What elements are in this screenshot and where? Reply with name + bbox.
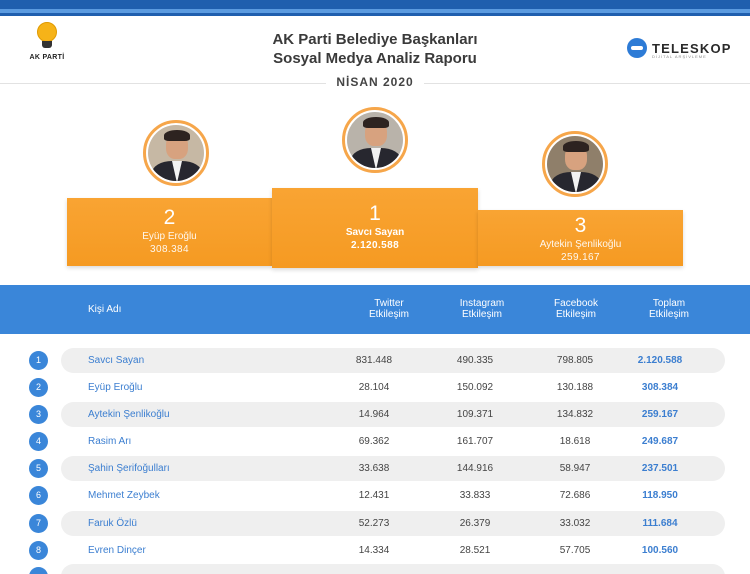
row-total: 2.120.588: [637, 355, 683, 366]
row-total: 259.167: [641, 409, 679, 420]
row-name: Aytekin Şenlikoğlu: [88, 409, 170, 420]
top-bar: [0, 0, 750, 16]
row-facebook: 33.032: [559, 518, 591, 529]
row-facebook: 134.832: [556, 409, 594, 420]
row-instagram: 490.335: [456, 355, 494, 366]
report-title: AK Parti Belediye Başkanları Sosyal Medy…: [0, 30, 750, 68]
row-rank-badge: 4: [29, 432, 48, 451]
row-instagram: 26.379: [459, 518, 491, 529]
row-name: Şahin Şerifoğulları: [88, 463, 170, 474]
table-row: 6 Mehmet Zeybek 12.431 33.833 72.686 118…: [0, 483, 750, 508]
row-twitter: 12.431: [358, 490, 390, 501]
row-rank-badge: 1: [29, 351, 48, 370]
table-row: 4 Rasim Arı 69.362 161.707 18.618 249.68…: [0, 429, 750, 454]
row-twitter: 33.638: [358, 463, 390, 474]
row-twitter: 28.104: [358, 382, 390, 393]
row-name: Rasim Arı: [88, 436, 132, 447]
table-row: 1 Savcı Sayan 831.448 490.335 798.805 2.…: [0, 348, 750, 373]
row-facebook: 130.188: [556, 382, 594, 393]
podium-rank-1: 1 Savcı Sayan 2.120.588: [272, 188, 478, 268]
row-instagram: 33.833: [459, 490, 491, 501]
report-date-divider: NİSAN 2020: [0, 75, 750, 91]
podium-rank-number: 3: [574, 214, 587, 237]
teleskop-brand: TELESKOP DİJİTAL ARŞİVLEME: [627, 38, 732, 59]
row-facebook: 18.618: [559, 436, 591, 447]
row-twitter: 69.362: [358, 436, 390, 447]
podium-value: 308.384: [150, 244, 189, 255]
row-rank-badge: 6: [29, 486, 48, 505]
row-name: Mehmet Zeybek: [88, 490, 160, 501]
row-twitter: 14.334: [358, 545, 390, 556]
row-total: 111.684: [642, 518, 678, 529]
row-instagram: 161.707: [456, 436, 494, 447]
row-twitter: 52.273: [358, 518, 390, 529]
table-header: Kişi Adı Twitter Etkileşim Instagram Etk…: [0, 285, 750, 334]
podium-name: Eyüp Eroğlu: [142, 231, 197, 242]
avatar-rank-2: [143, 120, 209, 186]
podium-name: Savcı Sayan: [345, 227, 405, 238]
brand-name: TELESKOP: [652, 40, 732, 56]
row-facebook: 798.805: [556, 355, 594, 366]
column-header-facebook: Facebook Etkileşim: [554, 298, 598, 320]
column-header-twitter: Twitter Etkileşim: [368, 298, 409, 320]
row-total: 237.501: [641, 463, 679, 474]
row-rank-badge: 7: [29, 514, 48, 533]
row-total: 249.687: [641, 436, 679, 447]
table-row: 3 Aytekin Şenlikoğlu 14.964 109.371 134.…: [0, 402, 750, 427]
avatar-rank-3: [542, 131, 608, 197]
row-total: 308.384: [641, 382, 679, 393]
report-date: NİSAN 2020: [326, 75, 424, 89]
table-row: 8 Evren Dinçer 14.334 28.521 57.705 100.…: [0, 538, 750, 563]
podium-value: 259.167: [561, 252, 600, 263]
row-rank-badge: 3: [29, 405, 48, 424]
row-name: Evren Dinçer: [88, 545, 146, 556]
ak-parti-logo: AK PARTİ: [22, 20, 72, 70]
row-instagram: 144.916: [456, 463, 494, 474]
row-rank-badge: [29, 567, 48, 574]
column-header-name: Kişi Adı: [88, 304, 122, 315]
table-row: 2 Eyüp Eroğlu 28.104 150.092 130.188 308…: [0, 375, 750, 400]
podium-rank-3: 3 Aytekin Şenlikoğlu 259.167: [478, 210, 683, 266]
podium-value: 2.120.588: [350, 240, 400, 251]
lightbulb-icon: [34, 20, 60, 50]
row-facebook: 58.947: [559, 463, 591, 474]
podium-rank-number: 2: [163, 206, 176, 229]
podium-name: Aytekin Şenlikoğlu: [539, 239, 622, 250]
row-rank-badge: 5: [29, 459, 48, 478]
table-row: 7 Faruk Özlü 52.273 26.379 33.032 111.68…: [0, 511, 750, 536]
top-bar-stripe: [0, 9, 750, 13]
table-row-partial: [0, 564, 750, 574]
avatar-rank-1: [342, 107, 408, 173]
column-header-total: Toplam Etkileşim: [648, 298, 689, 320]
row-facebook: 72.686: [559, 490, 591, 501]
row-total: 100.560: [641, 545, 679, 556]
row-name: Eyüp Eroğlu: [88, 382, 143, 393]
globe-icon: [627, 38, 647, 58]
row-facebook: 57.705: [559, 545, 591, 556]
row-twitter: 14.964: [358, 409, 390, 420]
table-row: 5 Şahin Şerifoğulları 33.638 144.916 58.…: [0, 456, 750, 481]
row-instagram: 109.371: [456, 409, 494, 420]
podium-rank-2: 2 Eyüp Eroğlu 308.384: [67, 198, 272, 266]
row-instagram: 150.092: [456, 382, 494, 393]
report-title-line1: AK Parti Belediye Başkanları: [272, 31, 478, 48]
row-rank-badge: 2: [29, 378, 48, 397]
logo-text: AK PARTİ: [29, 54, 65, 61]
brand-subtitle: DİJİTAL ARŞİVLEME: [652, 54, 707, 59]
column-header-instagram: Instagram Etkileşim: [459, 298, 505, 320]
row-total: 118.950: [642, 490, 678, 501]
podium-rank-number: 1: [369, 202, 381, 225]
row-name: Savcı Sayan: [88, 355, 145, 366]
report-title-line2: Sosyal Medya Analiz Raporu: [273, 50, 477, 67]
row-instagram: 28.521: [459, 545, 491, 556]
row-rank-badge: 8: [29, 541, 48, 560]
row-twitter: 831.448: [355, 355, 393, 366]
row-name: Faruk Özlü: [88, 518, 137, 529]
